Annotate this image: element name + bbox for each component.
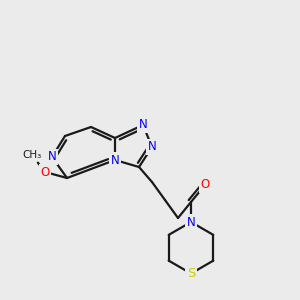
Text: N: N: [48, 151, 56, 164]
Text: CH₃: CH₃: [22, 150, 42, 160]
Text: N: N: [148, 140, 156, 154]
Text: N: N: [139, 118, 147, 131]
Text: O: O: [200, 178, 210, 191]
Text: N: N: [187, 215, 195, 229]
Text: N: N: [111, 154, 119, 166]
Text: S: S: [187, 267, 195, 280]
Text: O: O: [40, 166, 50, 178]
